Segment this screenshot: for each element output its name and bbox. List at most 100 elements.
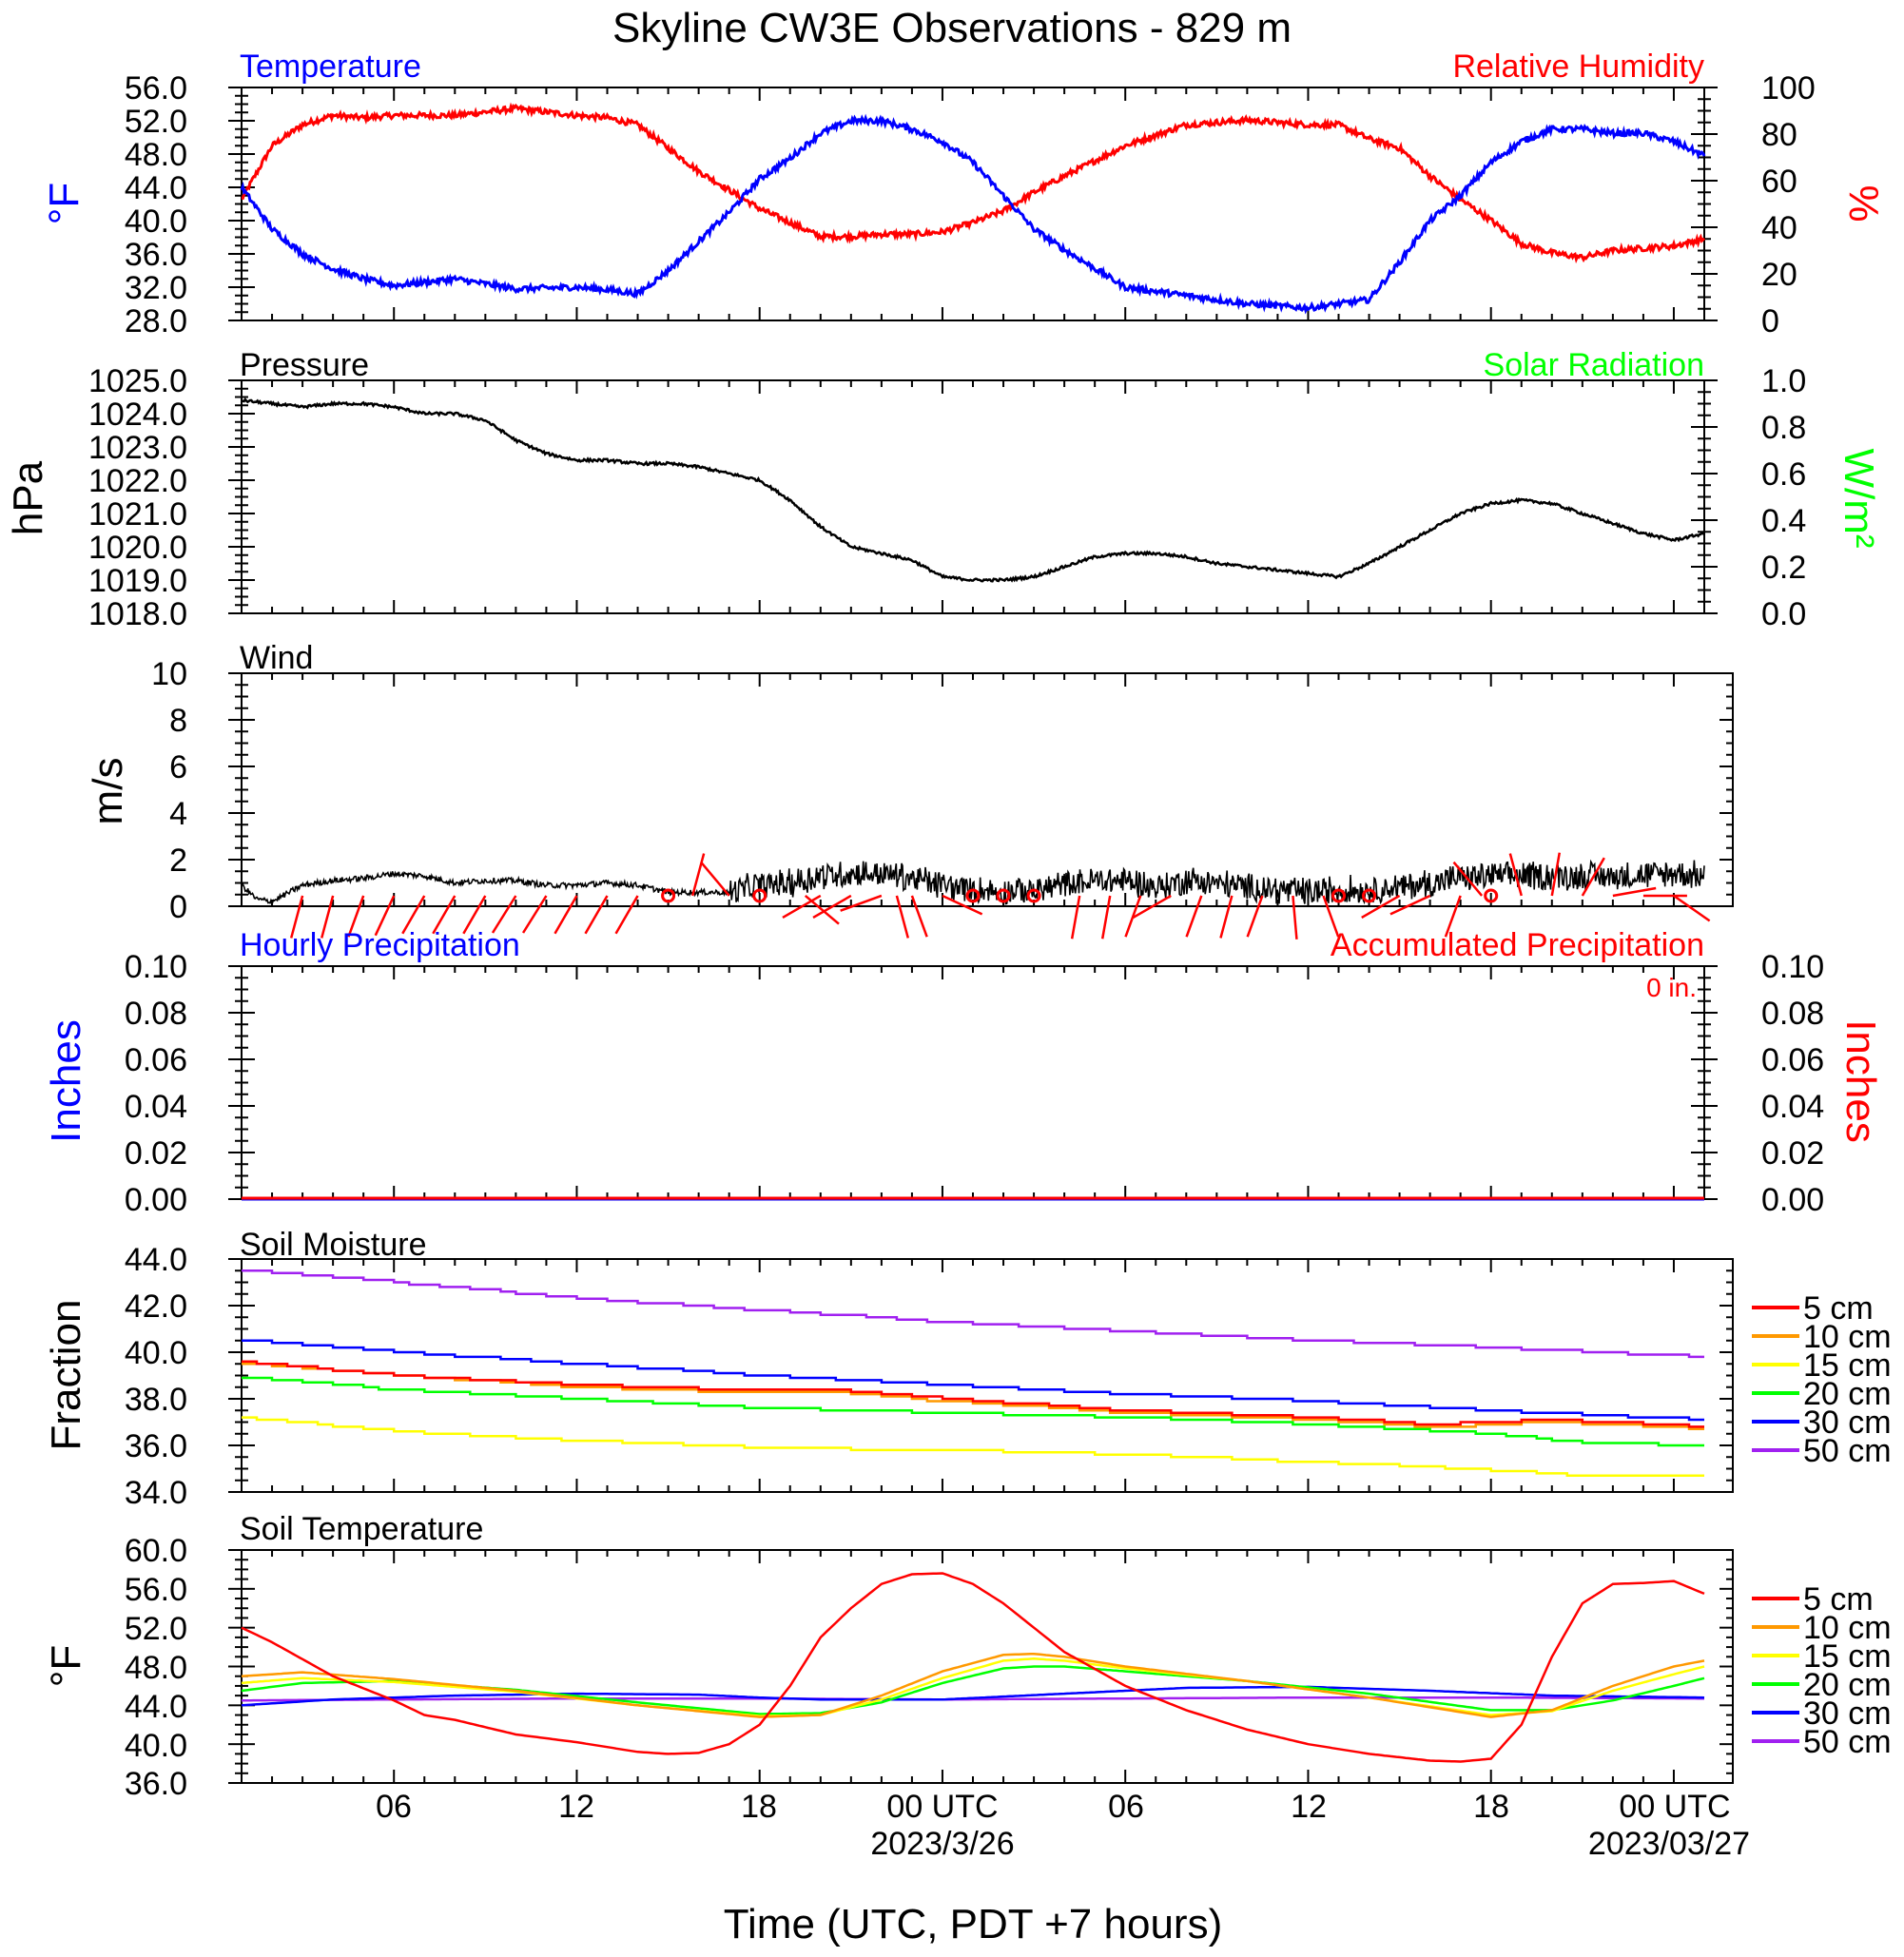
x-tick-label: 06: [376, 1789, 412, 1825]
rh-tick-label: 100: [1761, 70, 1816, 107]
soil-moisture-frame: [241, 1258, 1734, 1493]
series-soil-temp-5cm: [241, 1572, 1705, 1763]
legend-label: 15 cm: [1803, 1638, 1892, 1675]
x-date-label: 2023/03/27: [1588, 1826, 1750, 1862]
x-tick-label: 12: [558, 1789, 594, 1825]
calm-wind-marker: [1362, 888, 1377, 903]
soil-moisture-title: Soil Moisture: [240, 1227, 427, 1263]
rh-tick-label: 40: [1761, 210, 1797, 246]
wind-barb: [1246, 895, 1264, 938]
series-relative-humidity: [241, 102, 1706, 264]
precip-tick-label: 0.04: [125, 1089, 187, 1125]
x-tick-label: 18: [1473, 1789, 1509, 1825]
soil-temp-unit: °F: [43, 1645, 89, 1687]
series-soil-moisture-5cm: [242, 1360, 1704, 1428]
wind-series: [241, 852, 1711, 940]
panel-temp-rh: Temperature Relative Humidity °F % 56.0 …: [41, 48, 1887, 339]
accum-tick-label: 0.10: [1761, 949, 1824, 985]
soil-temp-tick-label: 40.0: [125, 1728, 187, 1764]
series-soil-moisture-50cm: [242, 1269, 1704, 1359]
wind-barb: [782, 894, 822, 920]
solar-tick-label: 1.0: [1761, 363, 1806, 399]
calm-wind-marker: [661, 888, 676, 903]
temp-tick-label: 56.0: [125, 70, 187, 107]
pressure-tick-label: 1025.0: [88, 363, 187, 399]
wind-barb: [347, 895, 365, 938]
wind-barb: [462, 895, 487, 935]
precip-frame: [241, 965, 1705, 1200]
wind-barb: [1550, 852, 1562, 897]
calm-wind-marker: [1331, 888, 1346, 903]
legend-label: 30 cm: [1803, 1695, 1892, 1732]
wind-barb: [1452, 861, 1484, 897]
wind-tick-label: 10: [151, 656, 187, 692]
series-temperature: [240, 113, 1706, 315]
wind-barb: [700, 861, 730, 897]
series-soil-temp-10cm: [241, 1652, 1705, 1718]
humidity-unit: %: [1840, 184, 1887, 222]
humidity-title: Relative Humidity: [1452, 48, 1704, 85]
pressure-tick-label: 1021.0: [88, 496, 187, 533]
accum-tick-label: 0.08: [1761, 996, 1824, 1032]
wind-barb: [521, 895, 548, 934]
temperature-unit: °F: [41, 183, 87, 224]
series-soil-temp-15cm: [241, 1657, 1705, 1717]
pressure-unit: hPa: [5, 460, 51, 535]
wind-barb: [691, 853, 706, 897]
series-soil-temp-50cm: [242, 1695, 1704, 1702]
wind-barb: [1219, 895, 1234, 939]
soil-temp-tick-label: 48.0: [125, 1650, 187, 1686]
wind-barb: [804, 895, 840, 925]
wind-barb: [910, 895, 928, 938]
wind-barb: [401, 895, 426, 935]
series-wind-speed: [241, 859, 1705, 907]
calm-wind-marker: [996, 888, 1011, 903]
temp-tick-label: 44.0: [125, 170, 187, 206]
hourly-precip-unit: Inches: [43, 1019, 89, 1143]
wind-ticks: [228, 672, 1733, 907]
wind-tick-label: 8: [169, 703, 187, 739]
hourly-precip-title: Hourly Precipitation: [240, 927, 520, 963]
rh-tick-label: 60: [1761, 164, 1797, 200]
x-axis-label: Time (UTC, PDT +7 hours): [724, 1901, 1222, 1947]
wind-barb: [374, 895, 396, 937]
precip-ticks: [228, 965, 1718, 1200]
legend-label: 5 cm: [1803, 1581, 1874, 1618]
series-soil-moisture-20cm: [242, 1376, 1704, 1447]
legend-label: 15 cm: [1803, 1347, 1892, 1384]
wind-barb: [1322, 895, 1340, 938]
accum-precip-total: 0 in.: [1646, 973, 1697, 1002]
series-soil-temp-20cm: [241, 1665, 1705, 1715]
wind-barb: [1185, 895, 1203, 938]
precip-tick-label: 0.06: [125, 1042, 187, 1078]
soil-moisture-tick-label: 34.0: [125, 1475, 187, 1511]
calm-wind-marker: [1484, 888, 1499, 903]
soil-moisture-tick-label: 36.0: [125, 1428, 187, 1464]
x-date-label: 2023/3/26: [870, 1826, 1014, 1862]
legend-label: 50 cm: [1803, 1433, 1892, 1469]
series-soil-moisture-10cm: [242, 1363, 1704, 1431]
soil-moisture-tick-label: 40.0: [125, 1335, 187, 1371]
wind-title: Wind: [240, 640, 313, 676]
solar-title: Solar Radiation: [1484, 347, 1704, 383]
temperature-title: Temperature: [240, 48, 421, 85]
soil-moisture-tick-label: 38.0: [125, 1382, 187, 1418]
soil-moisture-ticks: [228, 1258, 1733, 1493]
chart-title: Skyline CW3E Observations - 829 m: [612, 5, 1292, 51]
wind-barb: [812, 894, 852, 920]
pressure-tick-label: 1023.0: [88, 430, 187, 466]
temp-tick-label: 36.0: [125, 237, 187, 273]
x-tick-label: 06: [1108, 1789, 1144, 1825]
legend-label: 10 cm: [1803, 1610, 1892, 1646]
calm-wind-marker: [1026, 888, 1041, 903]
wind-barb: [942, 894, 983, 916]
soil-moisture-tick-label: 44.0: [125, 1242, 187, 1278]
accum-tick-label: 0.04: [1761, 1089, 1824, 1125]
soil-temp-ticks: [228, 1549, 1733, 1784]
wind-barb: [1444, 895, 1462, 938]
soil-moisture-legend: 5 cm 10 cm 15 cm 20 cm 30 cm 50 cm: [1752, 1290, 1892, 1469]
panel-soil-temp: Soil Temperature °F 60.0 56.0 52.0 48.0 …: [43, 1511, 1892, 1802]
panel-wind: Wind m/s 10 8 6 4 2 0: [85, 640, 1734, 940]
solar-tick-label: 0.0: [1761, 596, 1806, 632]
